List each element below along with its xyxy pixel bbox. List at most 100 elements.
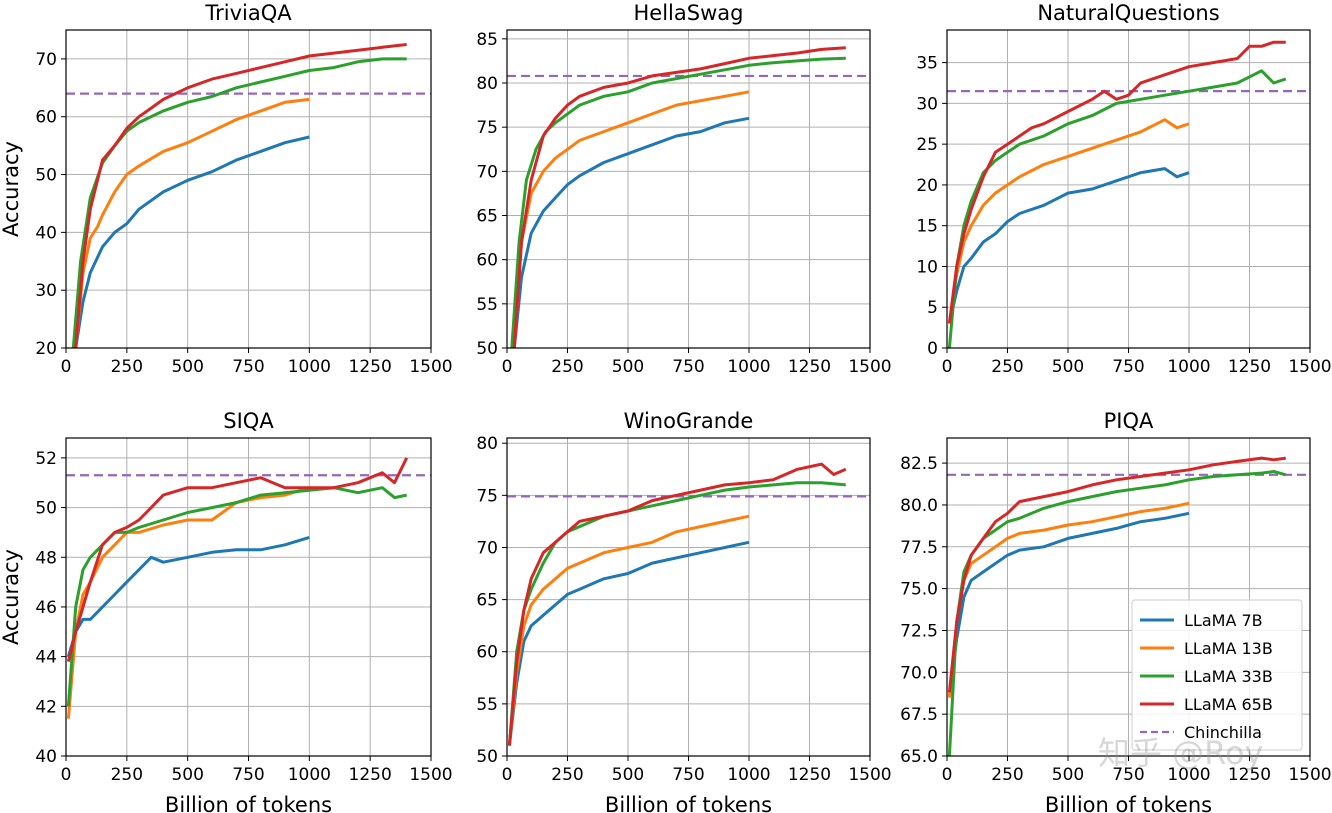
x-tick-label: 1000 xyxy=(1167,765,1210,785)
series-llama-7b xyxy=(74,135,310,348)
y-tick-label: 5 xyxy=(927,298,938,318)
y-tick-label: 50 xyxy=(35,499,57,519)
legend: LLaMA 7B LLaMA 13B LLaMA 33B LLaMA 65B Chinc… xyxy=(1131,599,1303,751)
y-tick-label: 40 xyxy=(35,747,57,767)
x-tick-label: 1250 xyxy=(349,765,392,785)
y-tick-label: 75 xyxy=(476,118,498,138)
y-tick-label: 65 xyxy=(476,591,498,611)
x-tick-label: 500 xyxy=(1052,357,1084,377)
y-tick-label: 75 xyxy=(476,486,498,506)
subplot-title: HellaSwag xyxy=(634,1,744,25)
x-tick-label: 1500 xyxy=(1288,357,1331,377)
legend-label: LLaMA 7B xyxy=(1184,611,1263,630)
x-tick-label: 1250 xyxy=(788,357,831,377)
series-llama-7b xyxy=(947,511,1190,698)
y-tick-label: 46 xyxy=(35,598,57,618)
legend-label: LLaMA 65B xyxy=(1184,695,1273,714)
x-tick-label: 1250 xyxy=(788,765,831,785)
y-tick-label: 42 xyxy=(35,697,57,717)
x-tick-label: 750 xyxy=(232,765,264,785)
x-tick-label: 1250 xyxy=(349,357,392,377)
y-tick-label: 70.0 xyxy=(900,663,938,683)
x-tick-label: 250 xyxy=(551,765,583,785)
series-llama-33b xyxy=(507,481,846,746)
y-tick-label: 65.0 xyxy=(900,747,938,767)
x-tick-label: 0 xyxy=(942,357,953,377)
y-tick-label: 52 xyxy=(35,449,57,469)
subplot-title: WinoGrande xyxy=(624,409,754,433)
subplot-naturalquestions: 0 250 500 750 1000 1250 1500 0 5 10 15 20 25 30 35 Natu… xyxy=(916,1,1331,377)
series-llama-7b xyxy=(507,540,750,746)
x-tick-label: 750 xyxy=(232,357,264,377)
series-llama-13b xyxy=(74,97,310,348)
x-tick-label: 500 xyxy=(612,765,644,785)
series-llama-7b xyxy=(66,535,310,658)
series-llama-13b xyxy=(947,118,1190,324)
x-tick-label: 250 xyxy=(111,765,143,785)
series-llama-33b xyxy=(71,57,407,348)
series-llama-13b xyxy=(512,90,750,348)
y-tick-label: 82.5 xyxy=(900,454,938,474)
x-tick-label: 1500 xyxy=(848,765,891,785)
y-tick-label: 55 xyxy=(476,695,498,715)
series-llama-13b xyxy=(66,486,310,719)
y-tick-label: 60 xyxy=(35,108,57,128)
x-tick-label: 1000 xyxy=(288,357,331,377)
x-tick-label: 1500 xyxy=(409,357,452,377)
watermark: 知乎 @Roy xyxy=(1098,734,1264,772)
subplot-title: NaturalQuestions xyxy=(1037,1,1219,25)
y-tick-label: 30 xyxy=(35,281,57,301)
series-llama-65b xyxy=(947,456,1287,693)
x-tick-label: 1250 xyxy=(1228,357,1271,377)
x-tick-label: 500 xyxy=(1052,765,1084,785)
y-tick-label: 15 xyxy=(916,217,938,237)
series-llama-65b xyxy=(66,457,409,662)
y-tick-label: 77.5 xyxy=(900,538,938,558)
x-tick-label: 750 xyxy=(672,765,704,785)
y-tick-label: 72.5 xyxy=(900,621,938,641)
x-tick-label: 0 xyxy=(61,765,72,785)
series-llama-65b xyxy=(74,43,407,348)
x-tick-label: 500 xyxy=(171,765,203,785)
y-tick-label: 67.5 xyxy=(900,705,938,725)
subplot-piqa: 0 250 500 750 1000 1250 1500 65.0 67.5 70.0 72.5 75… xyxy=(900,409,1331,813)
y-tick-label: 50 xyxy=(476,339,498,359)
y-tick-label: 65 xyxy=(476,207,498,227)
series-llama-7b xyxy=(512,116,750,348)
y-axis-label: Accuracy xyxy=(0,141,23,237)
x-tick-label: 500 xyxy=(171,357,203,377)
legend-label: LLaMA 33B xyxy=(1184,667,1273,686)
y-tick-label: 85 xyxy=(476,30,498,50)
x-tick-label: 1250 xyxy=(1228,765,1271,785)
x-tick-label: 1000 xyxy=(288,765,331,785)
y-tick-label: 25 xyxy=(916,135,938,155)
subplot-siqa: 0 250 500 750 1000 1250 1500 40 42 44 46 48 50 52 SIQA… xyxy=(0,409,453,813)
x-tick-label: 1500 xyxy=(848,357,891,377)
y-tick-label: 70 xyxy=(35,50,57,70)
y-tick-label: 44 xyxy=(35,648,57,668)
x-tick-label: 750 xyxy=(1112,357,1144,377)
y-tick-label: 20 xyxy=(916,176,938,196)
y-tick-label: 55 xyxy=(476,295,498,315)
x-axis-label: Billion of tokens xyxy=(165,793,332,813)
y-tick-label: 35 xyxy=(916,54,938,74)
x-tick-label: 1500 xyxy=(409,765,452,785)
series-llama-13b xyxy=(507,514,750,746)
y-tick-label: 60 xyxy=(476,643,498,663)
y-tick-label: 50 xyxy=(35,166,57,186)
y-tick-label: 60 xyxy=(476,251,498,271)
x-tick-label: 250 xyxy=(991,357,1023,377)
legend-label: LLaMA 13B xyxy=(1184,639,1273,658)
series-llama-65b xyxy=(507,462,847,746)
legend-box xyxy=(1131,599,1303,751)
y-tick-label: 80.0 xyxy=(900,496,938,516)
subplot-title: TriviaQA xyxy=(204,1,292,25)
x-tick-label: 750 xyxy=(1112,765,1144,785)
y-tick-label: 10 xyxy=(916,257,938,277)
y-tick-label: 48 xyxy=(35,548,57,568)
y-tick-label: 30 xyxy=(916,94,938,114)
series-llama-33b xyxy=(510,56,846,348)
x-tick-label: 1500 xyxy=(1288,765,1331,785)
subplot-triviaqa: 0 250 500 750 1000 1250 1500 20 30 40 50 60 70 Trivia… xyxy=(0,1,453,377)
